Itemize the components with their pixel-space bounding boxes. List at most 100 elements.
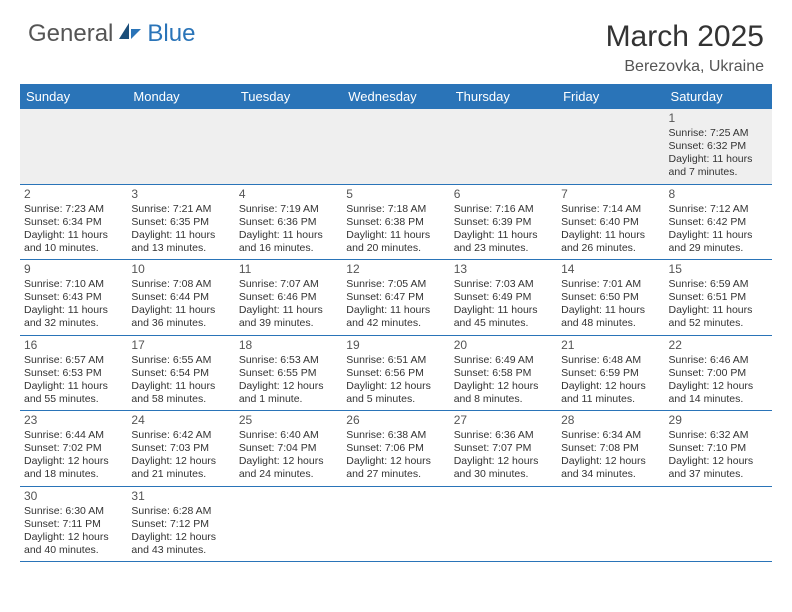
weekday-header: Tuesday	[235, 84, 342, 109]
weekday-header: Monday	[127, 84, 234, 109]
day-detail: and 27 minutes.	[346, 468, 445, 481]
calendar-cell	[127, 109, 234, 184]
weekday-header: Friday	[557, 84, 664, 109]
day-detail: and 8 minutes.	[454, 393, 553, 406]
day-detail: Sunset: 6:32 PM	[669, 140, 768, 153]
calendar-cell: 1Sunrise: 7:25 AMSunset: 6:32 PMDaylight…	[665, 109, 772, 184]
day-detail: Daylight: 12 hours	[239, 380, 338, 393]
day-detail: and 43 minutes.	[131, 544, 230, 557]
day-detail: and 18 minutes.	[24, 468, 123, 481]
day-detail: Sunrise: 6:46 AM	[669, 354, 768, 367]
day-detail: Daylight: 11 hours	[669, 304, 768, 317]
calendar-cell	[665, 486, 772, 562]
calendar-cell: 30Sunrise: 6:30 AMSunset: 7:11 PMDayligh…	[20, 486, 127, 562]
day-number: 5	[346, 187, 445, 202]
weekday-header-row: Sunday Monday Tuesday Wednesday Thursday…	[20, 84, 772, 109]
day-detail: Daylight: 11 hours	[131, 304, 230, 317]
day-number: 13	[454, 262, 553, 277]
day-detail: and 24 minutes.	[239, 468, 338, 481]
day-number: 21	[561, 338, 660, 353]
calendar-cell: 31Sunrise: 6:28 AMSunset: 7:12 PMDayligh…	[127, 486, 234, 562]
day-number: 4	[239, 187, 338, 202]
day-detail: Sunrise: 6:36 AM	[454, 429, 553, 442]
calendar-cell: 4Sunrise: 7:19 AMSunset: 6:36 PMDaylight…	[235, 184, 342, 260]
day-detail: and 20 minutes.	[346, 242, 445, 255]
calendar-cell: 19Sunrise: 6:51 AMSunset: 6:56 PMDayligh…	[342, 335, 449, 411]
day-detail: and 45 minutes.	[454, 317, 553, 330]
day-detail: Sunrise: 7:12 AM	[669, 203, 768, 216]
day-number: 3	[131, 187, 230, 202]
calendar-cell	[450, 109, 557, 184]
day-number: 28	[561, 413, 660, 428]
day-detail: Sunset: 6:49 PM	[454, 291, 553, 304]
day-detail: Sunset: 7:07 PM	[454, 442, 553, 455]
day-detail: Sunrise: 6:59 AM	[669, 278, 768, 291]
day-detail: Sunrise: 6:57 AM	[24, 354, 123, 367]
calendar-cell: 23Sunrise: 6:44 AMSunset: 7:02 PMDayligh…	[20, 411, 127, 487]
day-number: 17	[131, 338, 230, 353]
day-detail: Daylight: 11 hours	[669, 229, 768, 242]
day-detail: Daylight: 11 hours	[561, 229, 660, 242]
day-detail: and 30 minutes.	[454, 468, 553, 481]
day-detail: Sunset: 6:42 PM	[669, 216, 768, 229]
day-number: 31	[131, 489, 230, 504]
day-number: 25	[239, 413, 338, 428]
calendar-cell: 6Sunrise: 7:16 AMSunset: 6:39 PMDaylight…	[450, 184, 557, 260]
day-detail: Sunrise: 6:38 AM	[346, 429, 445, 442]
calendar-cell	[342, 109, 449, 184]
day-detail: Sunset: 6:50 PM	[561, 291, 660, 304]
day-detail: Sunrise: 6:34 AM	[561, 429, 660, 442]
calendar-row: 1Sunrise: 7:25 AMSunset: 6:32 PMDaylight…	[20, 109, 772, 184]
day-detail: Sunrise: 7:14 AM	[561, 203, 660, 216]
calendar-cell: 8Sunrise: 7:12 AMSunset: 6:42 PMDaylight…	[665, 184, 772, 260]
calendar-row: 2Sunrise: 7:23 AMSunset: 6:34 PMDaylight…	[20, 184, 772, 260]
day-detail: Sunrise: 6:44 AM	[24, 429, 123, 442]
day-detail: Sunrise: 6:49 AM	[454, 354, 553, 367]
day-detail: Sunset: 6:46 PM	[239, 291, 338, 304]
day-detail: Sunrise: 7:03 AM	[454, 278, 553, 291]
day-number: 24	[131, 413, 230, 428]
weekday-header: Thursday	[450, 84, 557, 109]
day-detail: Sunset: 7:11 PM	[24, 518, 123, 531]
day-detail: and 58 minutes.	[131, 393, 230, 406]
day-detail: Daylight: 12 hours	[561, 380, 660, 393]
day-detail: Sunset: 6:44 PM	[131, 291, 230, 304]
day-detail: Sunset: 6:56 PM	[346, 367, 445, 380]
day-detail: Sunrise: 7:01 AM	[561, 278, 660, 291]
day-detail: and 55 minutes.	[24, 393, 123, 406]
day-detail: and 40 minutes.	[24, 544, 123, 557]
day-detail: Sunset: 6:38 PM	[346, 216, 445, 229]
calendar-cell	[342, 486, 449, 562]
day-number: 29	[669, 413, 768, 428]
day-detail: and 37 minutes.	[669, 468, 768, 481]
day-detail: Daylight: 12 hours	[346, 380, 445, 393]
day-detail: Daylight: 12 hours	[24, 531, 123, 544]
day-detail: Daylight: 12 hours	[561, 455, 660, 468]
day-detail: Sunset: 6:55 PM	[239, 367, 338, 380]
day-detail: Sunrise: 6:53 AM	[239, 354, 338, 367]
day-detail: Sunrise: 6:32 AM	[669, 429, 768, 442]
location-label: Berezovka, Ukraine	[606, 58, 764, 76]
day-detail: Daylight: 12 hours	[669, 455, 768, 468]
calendar-cell: 25Sunrise: 6:40 AMSunset: 7:04 PMDayligh…	[235, 411, 342, 487]
day-detail: Daylight: 11 hours	[24, 380, 123, 393]
day-detail: Daylight: 11 hours	[239, 229, 338, 242]
day-detail: Sunset: 6:40 PM	[561, 216, 660, 229]
day-detail: Sunset: 6:34 PM	[24, 216, 123, 229]
day-detail: Sunrise: 7:10 AM	[24, 278, 123, 291]
day-detail: Daylight: 11 hours	[239, 304, 338, 317]
day-number: 18	[239, 338, 338, 353]
calendar-cell: 21Sunrise: 6:48 AMSunset: 6:59 PMDayligh…	[557, 335, 664, 411]
day-number: 23	[24, 413, 123, 428]
weekday-header: Wednesday	[342, 84, 449, 109]
day-number: 11	[239, 262, 338, 277]
title-block: March 2025 Berezovka, Ukraine	[606, 20, 764, 76]
day-detail: Sunrise: 7:19 AM	[239, 203, 338, 216]
day-detail: Sunset: 7:00 PM	[669, 367, 768, 380]
day-detail: and 5 minutes.	[346, 393, 445, 406]
day-detail: Daylight: 12 hours	[131, 531, 230, 544]
day-detail: Sunset: 6:53 PM	[24, 367, 123, 380]
day-detail: Daylight: 11 hours	[24, 229, 123, 242]
day-number: 15	[669, 262, 768, 277]
day-detail: Sunrise: 6:42 AM	[131, 429, 230, 442]
